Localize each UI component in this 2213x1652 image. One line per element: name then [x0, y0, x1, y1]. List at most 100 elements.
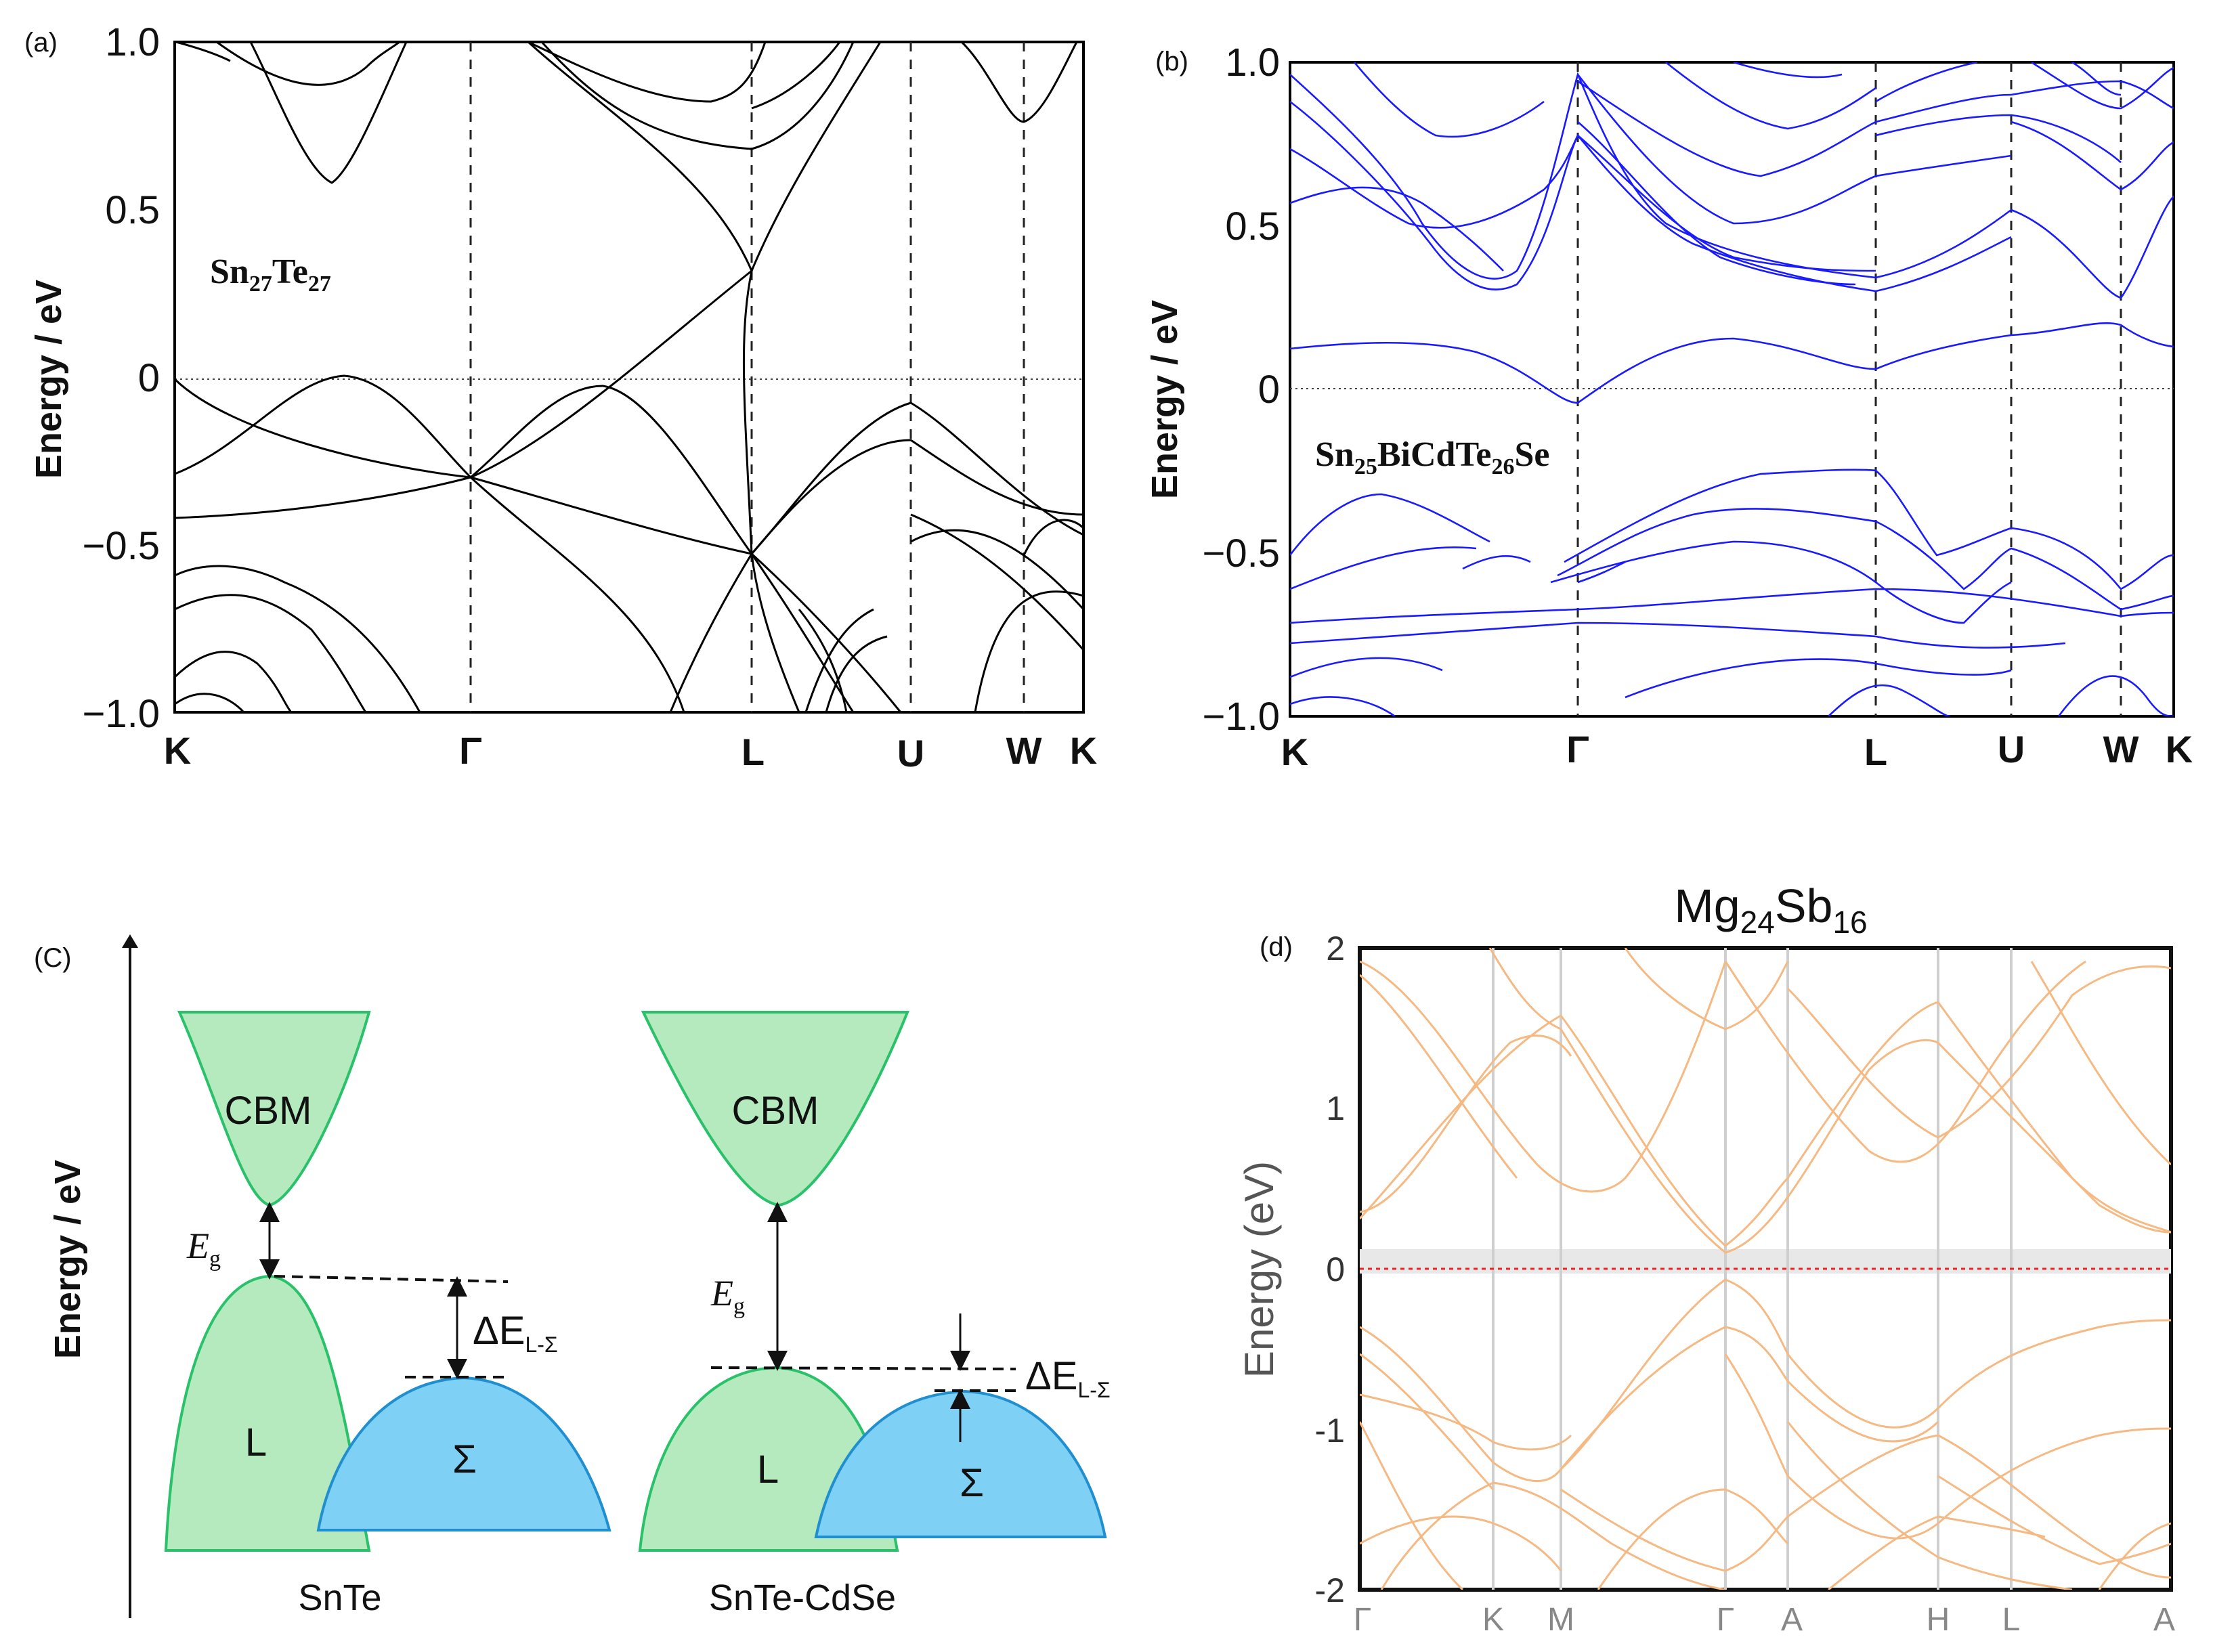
ytick-label: 2: [1326, 930, 1345, 968]
panel-b-yticks: 1.0 0.5 0 −0.5 −1.0: [1203, 41, 1281, 739]
panel-a-title: Sn27Te27: [210, 253, 331, 297]
panel-d: Mg24Sb16 (d): [1237, 879, 2175, 1638]
panel-a: (a): [24, 20, 1097, 775]
band-b-c6: [1577, 135, 1876, 272]
band-b-v11: [1828, 684, 1951, 716]
band-a-7: [469, 476, 685, 712]
sntecdse-delta-label: ΔEL-Σ: [1025, 1354, 1111, 1402]
band-b-v12: [2057, 675, 2174, 716]
snte-sigma-label: Σ: [452, 1437, 477, 1481]
band-d-11: [1624, 948, 1789, 1030]
band-a-26: [216, 42, 400, 86]
band-d-24: [1597, 1488, 1789, 1590]
band-b-v8: [1290, 657, 1443, 678]
ktick-label: L: [1864, 731, 1887, 773]
ktick-label: M: [1547, 1602, 1574, 1638]
band-a-1: [175, 378, 471, 479]
band-b-v7: [1290, 622, 2066, 649]
ktick-label: K: [2166, 728, 2193, 770]
band-b-v2: [1564, 469, 2174, 590]
band-b-v14: [1577, 561, 1626, 584]
band-a-24: [175, 693, 245, 712]
panel-a-yticks: 1.0 0.5 0 −0.5 −1.0: [83, 20, 160, 736]
svg-text:Sn27Te27: Sn27Te27: [210, 253, 331, 297]
snte-cbm-label: CBM: [225, 1089, 312, 1133]
panel-a-frame: [173, 41, 1085, 714]
band-a-14: [750, 553, 855, 712]
band-b-c1: [1290, 72, 2174, 299]
band-a-16: [669, 553, 753, 712]
band-b-v4: [1290, 546, 1477, 590]
band-a-33: [804, 608, 874, 712]
ktick-label: A: [2153, 1602, 2175, 1638]
band-d-9: [1724, 960, 2086, 1163]
band-a-19: [1023, 519, 1083, 556]
band-a-30: [751, 42, 841, 110]
ktick-label: L: [2002, 1602, 2021, 1638]
band-d-26: [1828, 1515, 2046, 1590]
ktick-label: W: [2103, 728, 2139, 770]
band-d-3: [1560, 1001, 1939, 1247]
ytick-label: −1.0: [83, 692, 160, 736]
ktick-label: Γ: [1354, 1602, 1371, 1638]
band-a-2: [175, 476, 471, 519]
band-d-7: [1360, 960, 1727, 1193]
band-d-6: [1937, 1041, 2171, 1234]
panel-a-xticks: K Γ L U W K: [164, 729, 1097, 775]
band-a-9: [527, 42, 753, 271]
band-b-c8: [2011, 121, 2174, 191]
band-a-23: [175, 651, 293, 712]
ytick-label: 1.0: [1225, 41, 1280, 85]
band-b-c17: [2071, 62, 2122, 96]
band-d-8: [1360, 974, 1518, 1179]
band-b-v13: [1462, 555, 1531, 570]
ytick-label: −1.0: [1203, 695, 1281, 739]
ytick-label: 0: [1326, 1251, 1345, 1288]
panel-a-vlines: [469, 42, 1025, 712]
panel-a-bands: [175, 42, 1083, 712]
panel-d-xticks: Γ K M Γ A H L A: [1354, 1602, 2175, 1638]
ktick-label: L: [742, 731, 765, 773]
sntecdse-sigma-label: Σ: [960, 1461, 984, 1505]
band-a-17: [910, 529, 1083, 611]
panel-b-frame: [1289, 61, 2175, 718]
band-a-3: [175, 374, 472, 479]
band-d-14: [1360, 1278, 2171, 1482]
ytick-label: 0: [1258, 368, 1280, 412]
band-d-19: [1360, 1515, 1562, 1571]
sntecdse-l-label: L: [757, 1448, 779, 1492]
panel-b-title: Sn25BiCdTe26Se: [1315, 435, 1549, 479]
ytick-label: 1.0: [105, 20, 160, 64]
band-d-1: [1360, 1035, 1572, 1213]
band-a-27: [175, 42, 231, 62]
band-d-12: [2030, 961, 2171, 1166]
band-a-8: [742, 270, 753, 555]
ktick-label: U: [1998, 728, 2025, 770]
ytick-label: -1: [1315, 1412, 1345, 1450]
band-d-15: [1360, 1353, 1495, 1491]
band-b-c11: [1875, 114, 2122, 163]
band-a-25: [249, 42, 408, 184]
band-b-c3: [1576, 74, 2012, 225]
ktick-label: H: [1927, 1602, 1950, 1638]
band-a-21: [175, 565, 421, 712]
snte-delta-label: ΔEL-Σ: [473, 1309, 558, 1357]
band-d-16: [1560, 1326, 1939, 1470]
panel-d-bands: [1360, 948, 2171, 1590]
ktick-label: Γ: [459, 729, 482, 772]
snte-name: SnTe: [298, 1578, 381, 1618]
band-b-v1: [1290, 493, 1490, 556]
ktick-label: W: [1006, 729, 1042, 772]
band-d-25: [1360, 1393, 1572, 1451]
band-d-4: [1560, 1028, 1939, 1254]
ytick-label: 1: [1326, 1089, 1345, 1127]
ytick-label: 0.5: [1225, 204, 1280, 248]
panel-b: (b): [1144, 41, 2193, 773]
band-d-17: [1360, 1421, 1464, 1590]
panel-a-label: (a): [24, 28, 58, 58]
panel-b-label: (b): [1155, 47, 1188, 77]
sntecdse-eg-label: Eg: [710, 1273, 745, 1319]
band-a-12: [750, 439, 1083, 555]
ytick-label: -2: [1315, 1571, 1345, 1609]
band-b-c13: [1354, 62, 1545, 138]
